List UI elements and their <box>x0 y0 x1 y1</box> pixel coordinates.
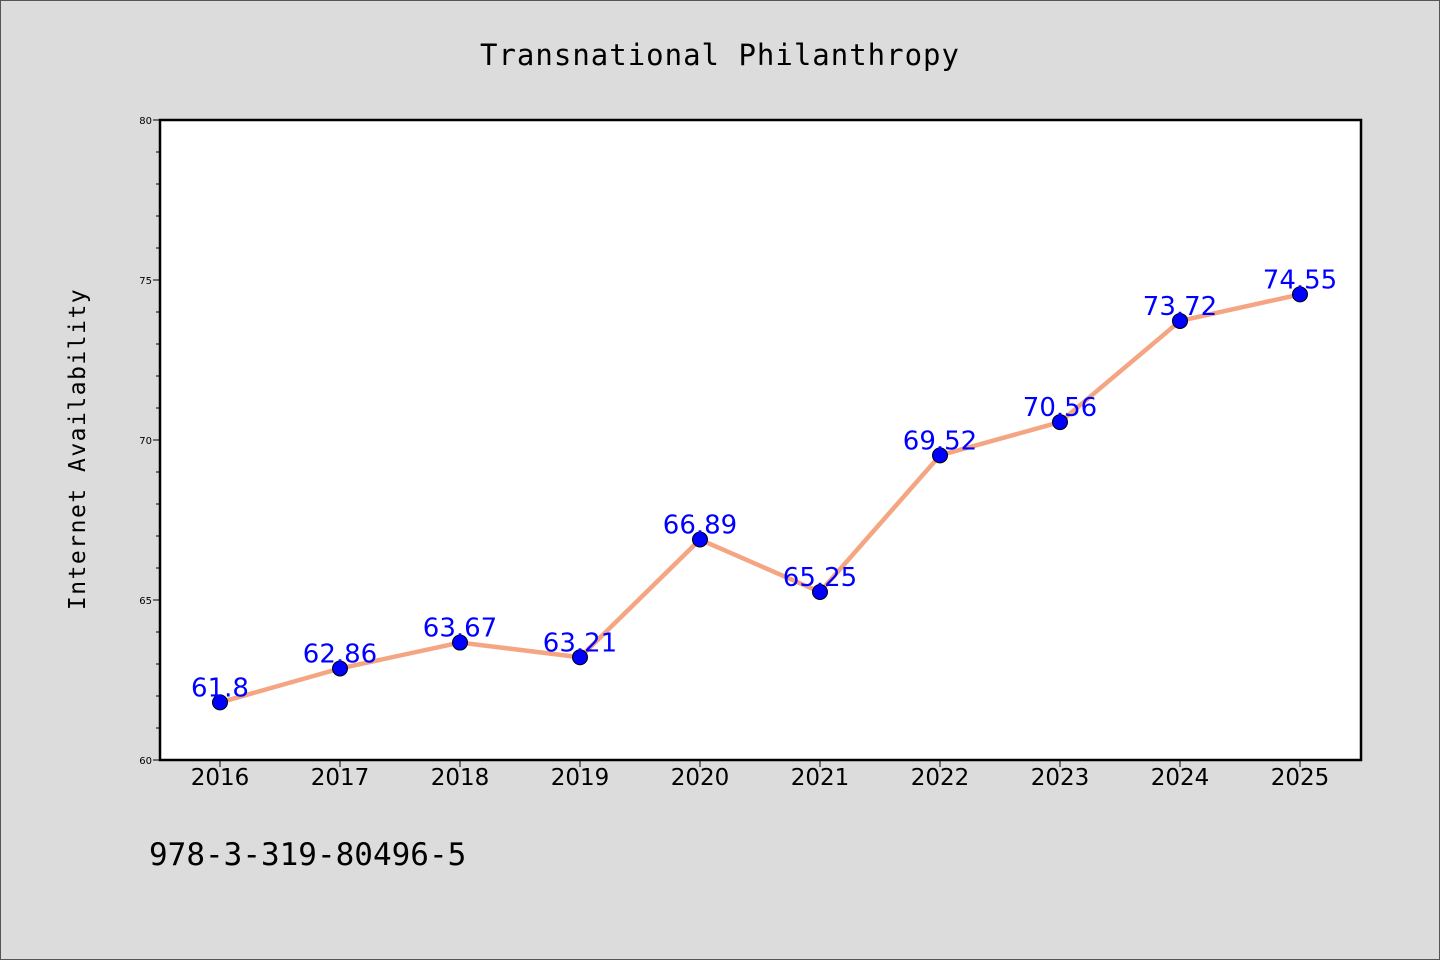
x-tick-label: 2021 <box>791 765 850 791</box>
x-tick-label: 2020 <box>671 765 730 791</box>
data-point <box>572 649 588 666</box>
data-point <box>212 694 228 711</box>
y-axis-label: Internet Availability <box>65 288 91 610</box>
y-tick-label: 60 <box>139 756 152 767</box>
data-point <box>932 447 948 464</box>
data-label: 65.25 <box>783 563 857 593</box>
x-tick-label: 2017 <box>311 765 370 791</box>
data-label: 62.86 <box>303 639 377 669</box>
x-axis-ticks: 2016 2017 2018 2019 2020 2021 2022 2023 2024 2025 <box>191 760 1330 791</box>
x-tick-label: 2022 <box>911 765 970 791</box>
data-label: 63.67 <box>423 614 497 644</box>
data-label: 69.52 <box>903 426 977 456</box>
x-tick-label: 2025 <box>1271 765 1330 791</box>
data-point <box>1052 414 1068 431</box>
data-markers <box>212 286 1308 711</box>
data-label: 74.55 <box>1263 265 1337 295</box>
y-axis-ticks: 60 65 70 75 80 <box>139 116 160 767</box>
data-point <box>1172 312 1188 329</box>
x-tick-label: 2024 <box>1151 765 1210 791</box>
x-tick-label: 2023 <box>1031 765 1090 791</box>
data-label: 66.89 <box>663 511 737 541</box>
y-tick-label: 65 <box>139 596 152 607</box>
x-tick-label: 2018 <box>431 765 490 791</box>
data-label: 61.8 <box>191 673 249 703</box>
y-tick-label: 70 <box>139 436 152 447</box>
isbn-text: 978-3-319-80496-5 <box>149 837 466 873</box>
data-point <box>692 531 708 548</box>
data-point <box>332 660 348 677</box>
data-labels: 61.8 62.86 63.67 63.21 66.89 65.25 69.52 70.56 7… <box>191 265 1337 703</box>
data-label: 70.56 <box>1023 393 1097 423</box>
y-tick-label: 80 <box>139 116 152 127</box>
x-tick-label: 2019 <box>551 765 610 791</box>
data-point <box>452 634 468 651</box>
y-tick-label: 75 <box>139 276 152 287</box>
data-label: 63.21 <box>543 628 617 658</box>
chart-title: Transnational Philanthropy <box>480 38 960 72</box>
data-label: 73.72 <box>1143 292 1217 322</box>
series-line <box>217 292 1303 705</box>
plot-area <box>158 118 1363 762</box>
series-line-group <box>217 292 1303 705</box>
data-point <box>812 584 828 600</box>
data-point <box>1292 286 1308 303</box>
x-tick-label: 2016 <box>191 765 250 791</box>
